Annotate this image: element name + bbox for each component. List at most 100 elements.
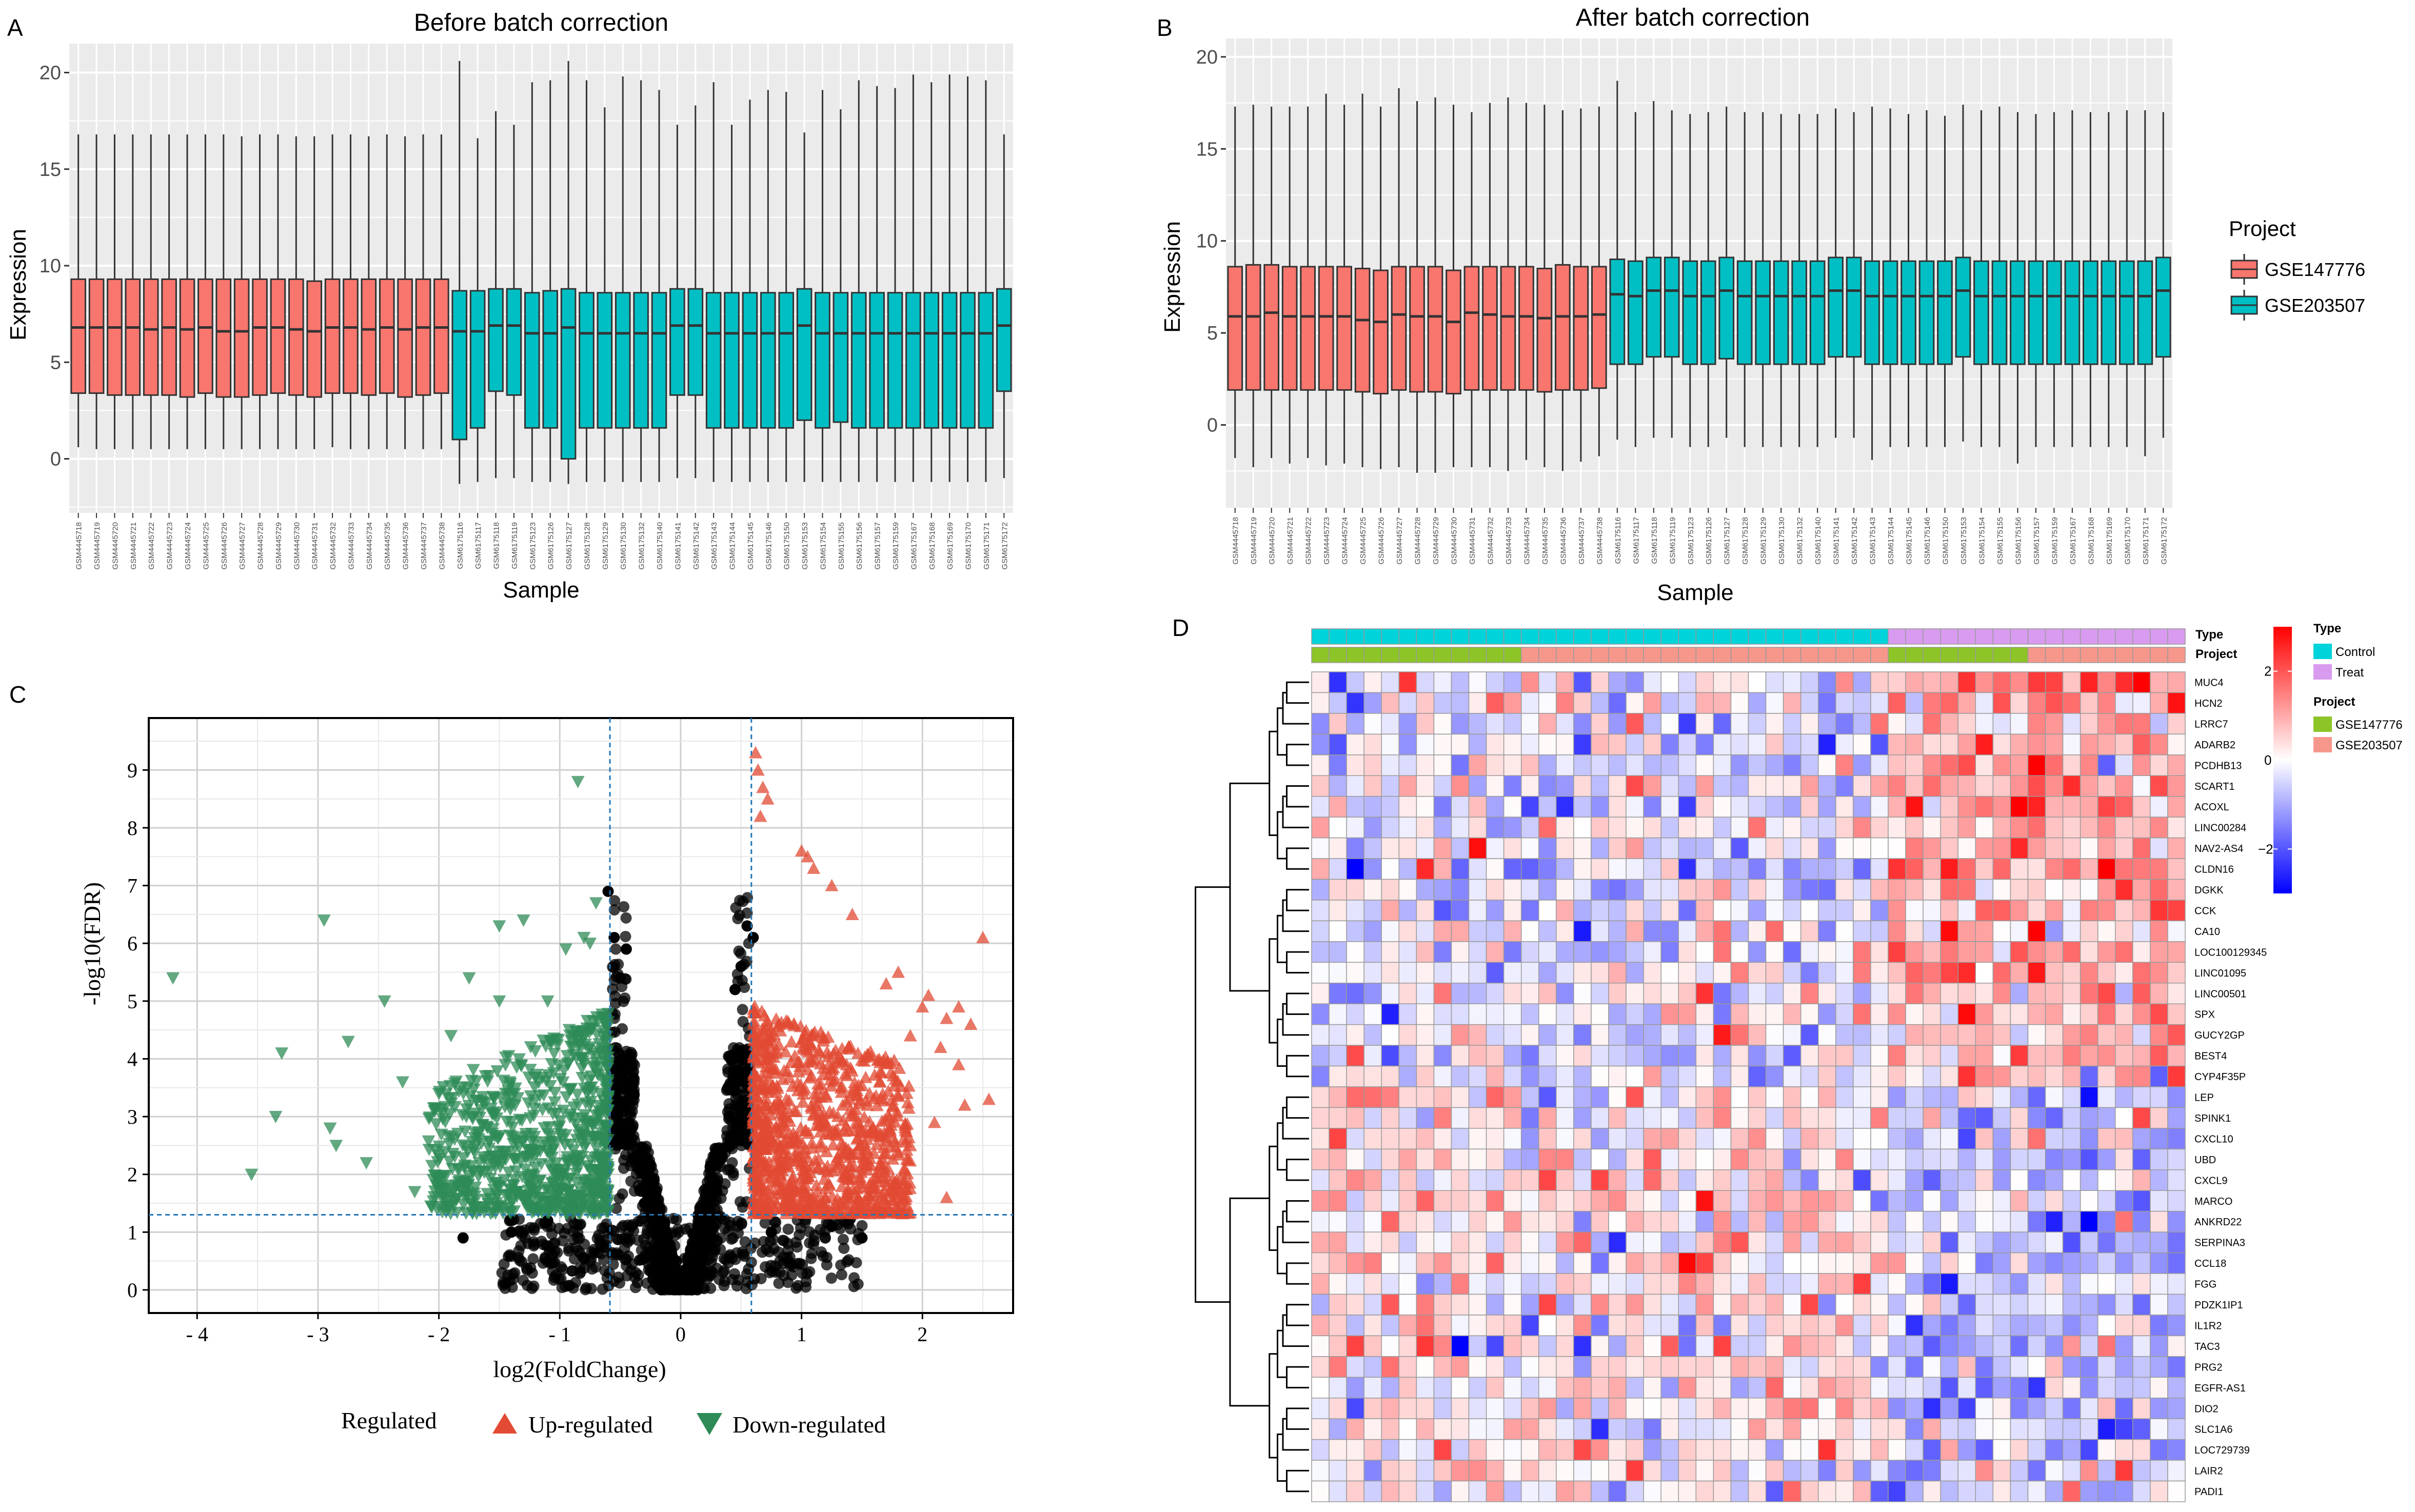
point-ns [727,1232,739,1244]
heatmap-cell [1643,775,1661,797]
point-ns [615,972,626,984]
heatmap-cell [2010,858,2029,880]
point-ns [680,1223,691,1235]
heatmap-cell [2115,754,2133,777]
point-ns [646,1246,658,1258]
heatmap-cell [1678,671,1697,693]
box-body [742,292,758,429]
heatmap-cell [2132,837,2151,859]
heatmap-cell [1765,671,1784,693]
x-tick-label: GSM4445721 [129,522,138,570]
heatmap-cell [1398,713,1417,735]
point-ns [688,1275,700,1286]
point-ns [709,1150,721,1162]
point-ns [735,961,747,972]
heatmap-cell [1556,858,1574,880]
box-GSM4445727 [1391,88,1407,468]
heatmap-annotations [1311,628,2186,663]
box-GSM6175117 [1627,112,1644,447]
heatmap-cell [1329,837,1347,859]
heatmap-cell [1503,795,1522,818]
heatmap-cell [1520,775,1539,797]
heatmap-cell [1905,817,1924,839]
point-ns [575,1218,586,1230]
annotation-type-cell [1573,628,1592,645]
heatmap-cell [1905,671,1924,693]
annotation-type-cell [1748,628,1767,645]
box-body [2137,260,2153,365]
y-tick-label: 0 [50,449,61,470]
panel-b-ylabel: Expression [1160,221,1185,333]
heatmap-cell [1888,775,1906,797]
heatmap-cell [1905,858,1924,880]
annotation-type-cell [1975,628,1994,645]
annotation-project-cell [2167,647,2186,663]
point-ns [504,1215,516,1227]
heatmap-cell [1468,817,1487,839]
heatmap-cell [1817,858,1836,880]
heatmap-cell [1783,879,1802,901]
x-tick-label: GSM4445733 [347,522,355,570]
box-GSM6175117 [469,138,486,482]
heatmap-cell [1520,795,1539,818]
box-body [2064,260,2081,365]
box-GSM4445730 [288,136,304,449]
x-tick-label: GSM6175150 [1941,517,1950,565]
heatmap-cell [1433,795,1452,818]
point-ns [701,1200,712,1212]
heatmap-cell [1608,692,1627,714]
heatmap-cell [1923,817,1941,839]
point-ns [640,1164,651,1176]
point-ns [804,1237,816,1249]
point-ns [568,1234,580,1246]
heatmap-cell [1817,671,1836,693]
heatmap-cell [1940,795,1958,818]
point-ns [711,1186,723,1198]
y-tick-label: 5 [1207,323,1218,344]
box-body [379,278,395,394]
heatmap-cell [1975,837,1994,859]
x-tick-label: GSM6175126 [1705,517,1713,565]
heatmap-cell [2167,733,2186,755]
heatmap-cell [1626,754,1644,777]
annotation-type-cell [1957,628,1976,645]
point-ns [548,1271,560,1283]
x-tick-label: GSM6175143 [710,522,719,570]
annotation-project-cell [1748,647,1767,663]
point-ns [612,1115,624,1127]
heatmap-cell [1817,733,1836,755]
heatmap-cell [1311,713,1330,735]
box-GSM4445726 [215,134,232,449]
heatmap-cell [1626,817,1644,839]
heatmap-cell [1573,795,1592,818]
heatmap-cell [2045,817,2064,839]
heatmap-cell [1503,775,1522,797]
point-ns [516,1229,528,1241]
heatmap-cell [1433,733,1452,755]
box-GSM4445725 [1354,93,1371,468]
heatmap-cell [2150,858,2168,880]
point-ns [819,1232,831,1244]
box-GSM6175123 [524,82,540,482]
heatmap-cell [1923,858,1941,880]
heatmap-cell [2167,775,2186,797]
heatmap-cell [1888,817,1906,839]
heatmap-cell [1730,817,1749,839]
annotation-type-cell [1888,628,1906,645]
heatmap-cell [1573,775,1592,797]
y-tick-label: 9 [127,759,137,782]
heatmap-cell [1888,858,1906,880]
heatmap-cell [1905,795,1924,818]
box-GSM6175153 [796,132,813,482]
point-ns [727,1169,739,1181]
heatmap-cell [1486,671,1505,693]
x-tick-label: GSM4445722 [1304,517,1313,565]
box-GSM6175145 [742,100,758,482]
heatmap-cell [1748,775,1767,797]
heatmap-cell [1905,692,1924,714]
annotation-project-cell [1468,647,1487,663]
heatmap-cell [1591,713,1609,735]
heatmap-cell [1538,837,1557,859]
heatmap-cell [1870,795,1889,818]
heatmap-cell [1835,879,1854,901]
